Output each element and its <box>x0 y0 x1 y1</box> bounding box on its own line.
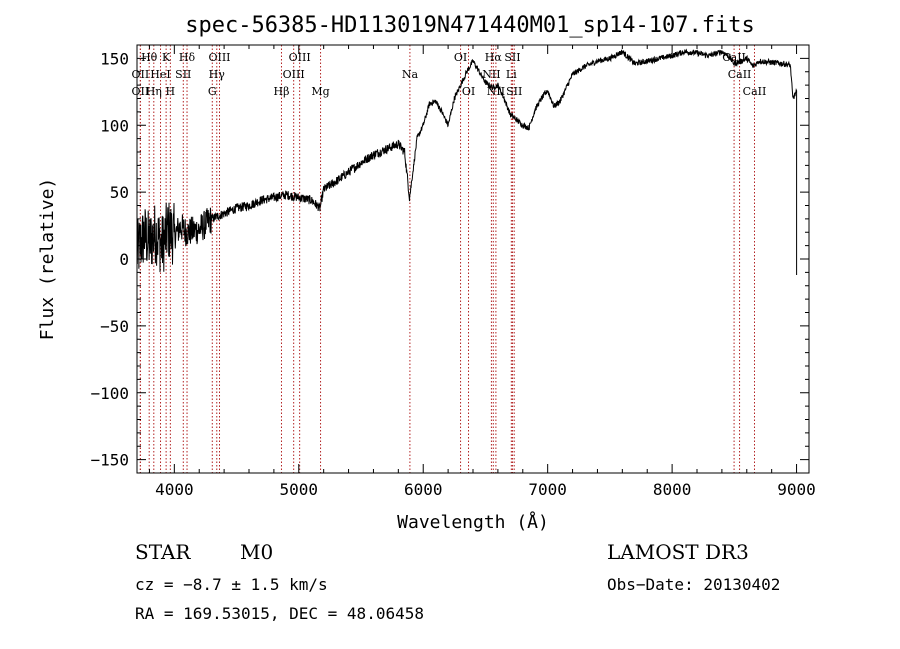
y-tick-label: 150 <box>100 49 129 68</box>
y-tick-label: 0 <box>119 250 129 269</box>
spectral-line-label: H <box>166 85 176 98</box>
spectral-line-label: SII <box>504 51 520 64</box>
spectral-line-label: Na <box>402 68 419 81</box>
plot-frame <box>136 44 810 474</box>
y-tick-label: −150 <box>90 451 129 470</box>
chart-title: spec-56385-HD113019N471440M01_sp14-107.f… <box>185 13 755 38</box>
y-tick-label: 100 <box>100 116 129 135</box>
spectral-line-label: Hθ <box>141 51 158 64</box>
spectral-line-label: NII <box>482 68 500 81</box>
y-tick-label: −100 <box>90 384 129 403</box>
spectral-line-label: CaII <box>743 85 767 98</box>
spectrum-line <box>136 48 798 275</box>
spectral-line-label: OIII <box>289 51 311 64</box>
x-tick-label: 4000 <box>155 480 194 499</box>
spectral-line-label: Mg <box>311 85 329 98</box>
spectral-line-label: OIII <box>283 68 305 81</box>
spectral-line-label: OII <box>132 85 150 98</box>
spectral-line-label: SII <box>175 68 191 81</box>
spectral-line-label: OI <box>462 85 475 98</box>
x-tick-label: 8000 <box>653 480 692 499</box>
y-axis-ticks: −150 −100 −50 0 50 100 150 <box>90 49 809 470</box>
spectral-line-label: Hβ <box>274 85 290 98</box>
spectral-line-label: OI <box>454 51 467 64</box>
spectral-line-label: Li <box>506 68 517 81</box>
y-tick-label: 50 <box>110 183 129 202</box>
spectral-line-label: SII <box>506 85 522 98</box>
coordinates-text: RA = 169.53015, DEC = 48.06458 <box>135 604 424 623</box>
x-axis-ticks: 4000 5000 6000 7000 8000 9000 <box>148 45 816 499</box>
x-tick-label: 9000 <box>777 480 816 499</box>
spectral-line-label: G <box>208 85 217 98</box>
spectral-line-markers <box>139 45 755 473</box>
spectral-line-label: Hη <box>146 85 162 98</box>
spectral-line-label: OIII <box>208 51 230 64</box>
survey-name: LAMOST DR3 <box>607 540 749 564</box>
obs-date-text: Obs−Date: 20130402 <box>607 575 780 594</box>
x-tick-label: 7000 <box>528 480 567 499</box>
object-class: STAR <box>135 540 191 564</box>
spectral-line-label: HeI <box>150 68 170 81</box>
x-axis-label: Wavelength (Å) <box>397 511 549 533</box>
subclass: M0 <box>240 540 273 564</box>
spectral-line-label: Hδ <box>179 51 196 64</box>
redshift-text: cz = −8.7 ± 1.5 km/s <box>135 575 328 594</box>
x-tick-label: 5000 <box>280 480 319 499</box>
spectral-line-label: Hγ <box>209 68 226 81</box>
spectral-line-label: CaII <box>728 68 752 81</box>
spectral-line-label: K <box>162 51 171 64</box>
spectral-line-label: Hα <box>485 51 503 64</box>
y-axis-label: Flux (relative) <box>37 178 58 341</box>
y-tick-label: −50 <box>100 317 129 336</box>
spectral-line-label: OII <box>132 68 150 81</box>
x-tick-label: 6000 <box>404 480 443 499</box>
